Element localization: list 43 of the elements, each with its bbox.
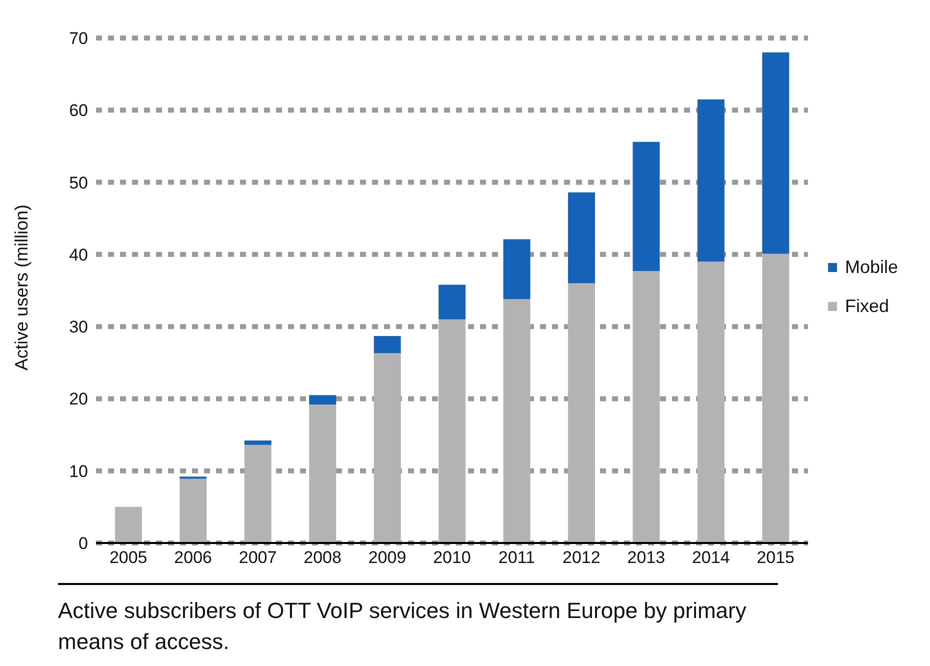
- x-tick-label: 2014: [692, 548, 730, 568]
- x-tick-label: 2010: [433, 548, 471, 568]
- bar: [244, 444, 272, 543]
- bar: [762, 254, 790, 543]
- bar: [114, 506, 142, 543]
- bar: [632, 271, 660, 543]
- x-tick-label: 2015: [756, 548, 795, 568]
- bar: [438, 319, 466, 543]
- bar: [568, 283, 596, 543]
- bar: [632, 142, 660, 272]
- bar: [374, 353, 401, 543]
- y-axis-title: Active users (million): [11, 204, 32, 370]
- bar: [503, 239, 530, 300]
- y-tick-label: 70: [69, 29, 88, 48]
- legend-label: Mobile: [844, 256, 898, 278]
- bar: [697, 262, 724, 543]
- bar: [762, 52, 790, 254]
- x-tick-label: 2009: [368, 548, 406, 568]
- bar: [374, 336, 401, 354]
- bar: [438, 284, 466, 320]
- bar: [309, 404, 336, 543]
- x-tick-label: 2008: [304, 548, 342, 568]
- legend-label: Fixed: [844, 296, 889, 316]
- text: Active subscribers of OTT VoIP services in Western Europe by primary means of access.: [58, 583, 778, 657]
- y-tick-label: 30: [69, 318, 88, 337]
- bar: [309, 395, 336, 404]
- x-tick-label: 2005: [109, 548, 148, 568]
- bar: [697, 99, 724, 262]
- y-tick-label: 40: [69, 245, 88, 264]
- x-tick-label: 2011: [498, 548, 535, 568]
- x-tick-label: 2012: [562, 548, 600, 568]
- bar: [244, 440, 272, 445]
- x-tick-label: 2006: [174, 548, 212, 568]
- x-tick-label: 2007: [238, 548, 277, 568]
- x-tick-label: 2013: [627, 548, 666, 568]
- bar: [568, 192, 596, 284]
- y-tick-label: 20: [69, 390, 88, 409]
- y-tick-label: 0: [78, 534, 88, 554]
- bar: [180, 478, 207, 543]
- y-tick-label: 10: [69, 462, 88, 481]
- y-tick-label: 50: [69, 173, 88, 192]
- bar: [503, 299, 530, 543]
- y-tick-label: 60: [69, 101, 88, 120]
